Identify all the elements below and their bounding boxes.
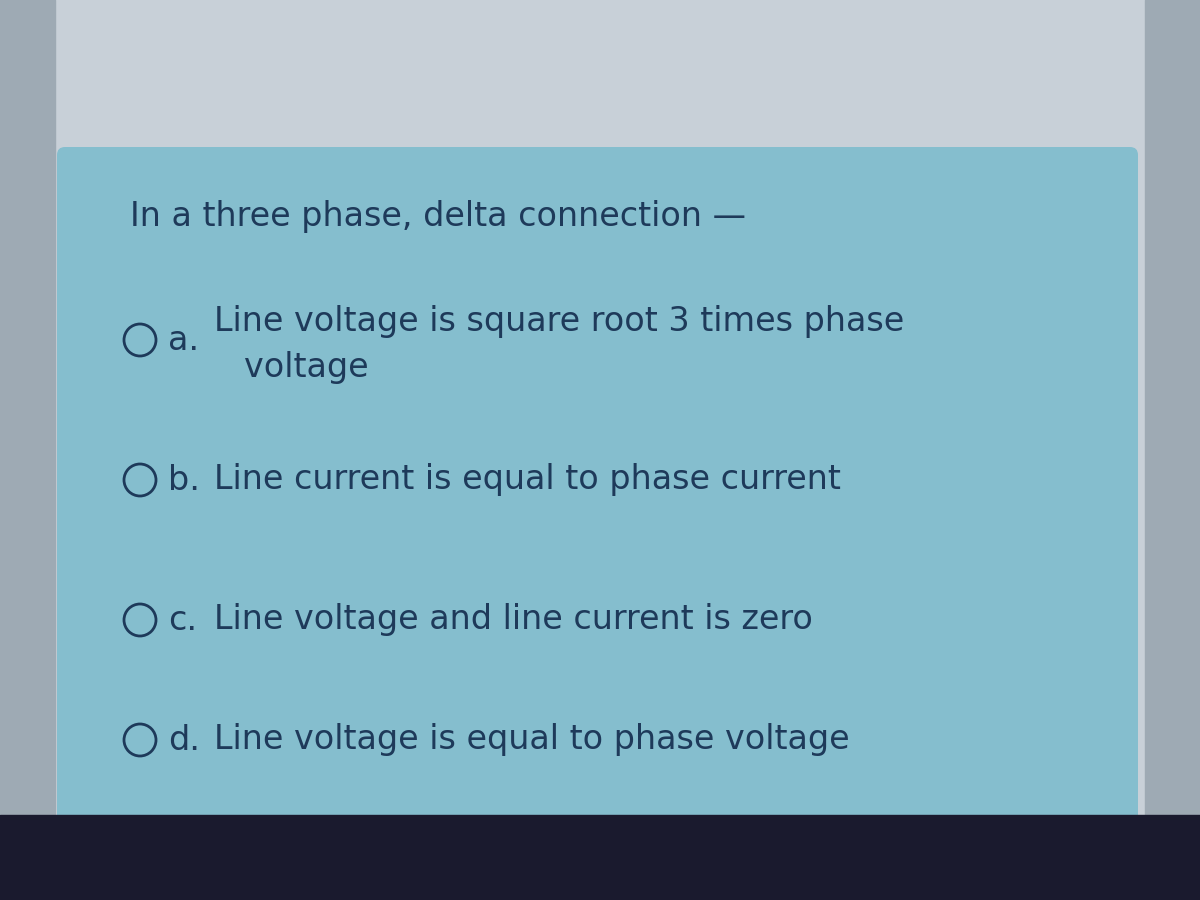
Text: Line voltage and line current is zero: Line voltage and line current is zero <box>214 604 812 636</box>
FancyBboxPatch shape <box>58 147 1138 853</box>
Text: In a three phase, delta connection —: In a three phase, delta connection — <box>130 200 746 233</box>
Text: d.: d. <box>168 724 200 757</box>
Text: Line current is equal to phase current: Line current is equal to phase current <box>214 464 841 497</box>
Text: a.: a. <box>168 323 199 356</box>
Text: Line voltage is square root 3 times phase: Line voltage is square root 3 times phas… <box>214 305 905 338</box>
Text: b.: b. <box>168 464 200 497</box>
Text: voltage: voltage <box>244 352 368 384</box>
Text: Line voltage is equal to phase voltage: Line voltage is equal to phase voltage <box>214 724 850 757</box>
Text: c.: c. <box>168 604 197 636</box>
